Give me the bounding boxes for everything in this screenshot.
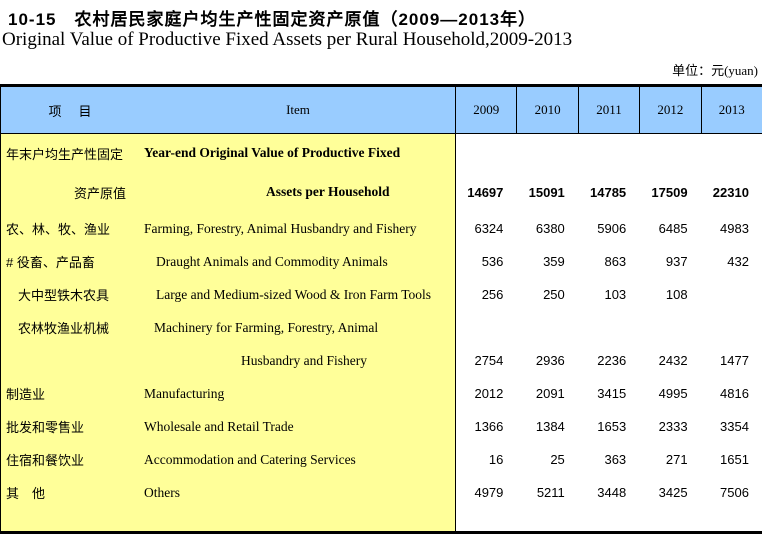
value-cell: 7506 [720, 485, 749, 500]
row-label-zh: 制造业 [6, 387, 46, 402]
value-cell: 2236 [597, 353, 627, 368]
value-cell: 363 [604, 452, 627, 467]
value-cell: 4983 [720, 221, 749, 236]
row-label-zh: 年末户均生产性固定 [6, 146, 124, 162]
row-label-zh: 农林牧渔业机械 [18, 321, 110, 336]
value-cell: 108 [665, 287, 688, 302]
header-year-2012: 2012 [639, 87, 700, 133]
row-label-en: Year-end Original Value of Productive Fi… [144, 145, 401, 160]
row-label-zh: # 役畜、产品畜 [6, 255, 95, 270]
table-row: 农、林、牧、渔业 Farming, Forestry, Animal Husba… [1, 212, 762, 245]
value-cell: 14697 [467, 184, 504, 200]
row-label-zh: 大中型铁木农具 [18, 288, 110, 303]
table-row: # 役畜、产品畜 Draught Animals and Commodity A… [1, 245, 762, 278]
table-row: 其 他 Others 4979 5211 3448 3425 7506 [1, 476, 762, 509]
page-title-en: Original Value of Productive Fixed Asset… [2, 29, 573, 50]
value-cell: 2754 [474, 353, 504, 368]
value-cell: 2432 [658, 353, 688, 368]
value-cell: 6485 [658, 221, 688, 236]
value-cell: 3448 [597, 485, 627, 500]
value-cell: 16 [488, 452, 504, 467]
value-cell: 2333 [658, 419, 688, 434]
value-cell: 937 [665, 254, 688, 269]
header-year-2011: 2011 [577, 87, 639, 133]
table-row: Husbandry and Fishery 2754 2936 2236 243… [1, 344, 762, 377]
value-cell: 3354 [720, 419, 749, 434]
value-cell: 2091 [535, 386, 565, 401]
row-label-en: Others [144, 484, 180, 500]
row-label-en: Large and Medium-sized Wood & Iron Farm … [156, 286, 432, 302]
value-cell: 6324 [474, 221, 504, 236]
value-cell: 271 [665, 452, 688, 467]
row-label-zh: 资产原值 [74, 185, 127, 201]
row-label-zh: 住宿和餐饮业 [6, 453, 85, 468]
header-item-zh: 项 目 [48, 103, 94, 119]
value-cell: 1366 [474, 419, 504, 434]
row-label-en: Manufacturing [144, 385, 225, 401]
row-label-zh: 其 他 [6, 486, 46, 501]
value-cell: 863 [604, 254, 627, 269]
table-bottom-spacer [1, 509, 762, 531]
value-cell: 2012 [474, 386, 504, 401]
value-cell: 4979 [474, 485, 504, 500]
header-year-2009: 2009 [455, 87, 516, 133]
table-row: 大中型铁木农具 Large and Medium-sized Wood & Ir… [1, 278, 762, 311]
value-cell: 103 [604, 287, 627, 302]
row-label-en: Assets per Household [266, 184, 390, 199]
row-label-en: Husbandry and Fishery [241, 352, 367, 368]
value-cell: 5211 [536, 485, 565, 500]
table-row: 住宿和餐饮业 Accommodation and Catering Servic… [1, 443, 762, 476]
value-cell: 359 [543, 254, 565, 269]
table-header-row: 项 目 Item 2009 2010 2011 2012 2013 [1, 87, 762, 134]
row-label-en: Wholesale and Retail Trade [144, 418, 294, 434]
row-label-zh: 批发和零售业 [6, 420, 85, 435]
value-cell: 22310 [712, 184, 749, 200]
value-cell: 1653 [597, 419, 627, 434]
value-cell: 17509 [651, 184, 688, 200]
row-label-en: Accommodation and Catering Services [144, 451, 356, 467]
row-label-en: Machinery for Farming, Forestry, Animal [154, 319, 379, 335]
value-cell: 4995 [658, 386, 688, 401]
value-cell: 1651 [720, 452, 749, 467]
value-cell: 4816 [720, 386, 749, 401]
table-row: 批发和零售业 Wholesale and Retail Trade 1366 1… [1, 410, 762, 443]
table-row: 资产原值 Assets per Household 14697 15091 14… [1, 172, 762, 212]
table-row: 制造业 Manufacturing 2012 2091 3415 4995 48… [1, 377, 762, 410]
value-cell: 2936 [535, 353, 565, 368]
value-cell: 536 [481, 254, 504, 269]
row-label-zh: 农、林、牧、渔业 [6, 222, 111, 237]
table-row: 年末户均生产性固定 Year-end Original Value of Pro… [1, 134, 762, 172]
data-table: 项 目 Item 2009 2010 2011 2012 2013 年末户均生产… [0, 84, 762, 534]
header-year-2010: 2010 [516, 87, 577, 133]
table-body: 年末户均生产性固定 Year-end Original Value of Pro… [1, 134, 762, 531]
value-cell: 25 [550, 452, 565, 467]
row-label-en: Farming, Forestry, Animal Husbandry and … [144, 220, 417, 236]
value-cell: 5906 [597, 221, 627, 236]
value-cell: 6380 [535, 221, 565, 236]
header-year-2013: 2013 [700, 87, 762, 133]
value-cell: 3415 [597, 386, 627, 401]
value-cell: 3425 [658, 485, 688, 500]
value-cell: 432 [727, 254, 749, 269]
unit-note: 单位：元(yuan) [672, 63, 758, 78]
header-item-en: Item [286, 102, 310, 117]
table-row: 农林牧渔业机械 Machinery for Farming, Forestry,… [1, 311, 762, 344]
row-label-en: Draught Animals and Commodity Animals [156, 253, 388, 269]
page-title-zh: 10-15 农村居民家庭户均生产性固定资产原值（2009—2013年） [8, 10, 537, 29]
value-cell: 250 [543, 287, 565, 302]
value-cell: 1477 [720, 353, 749, 368]
value-cell: 14785 [590, 184, 627, 200]
value-cell: 256 [481, 287, 504, 302]
value-cell: 15091 [528, 184, 565, 200]
value-cell: 1384 [535, 419, 565, 434]
